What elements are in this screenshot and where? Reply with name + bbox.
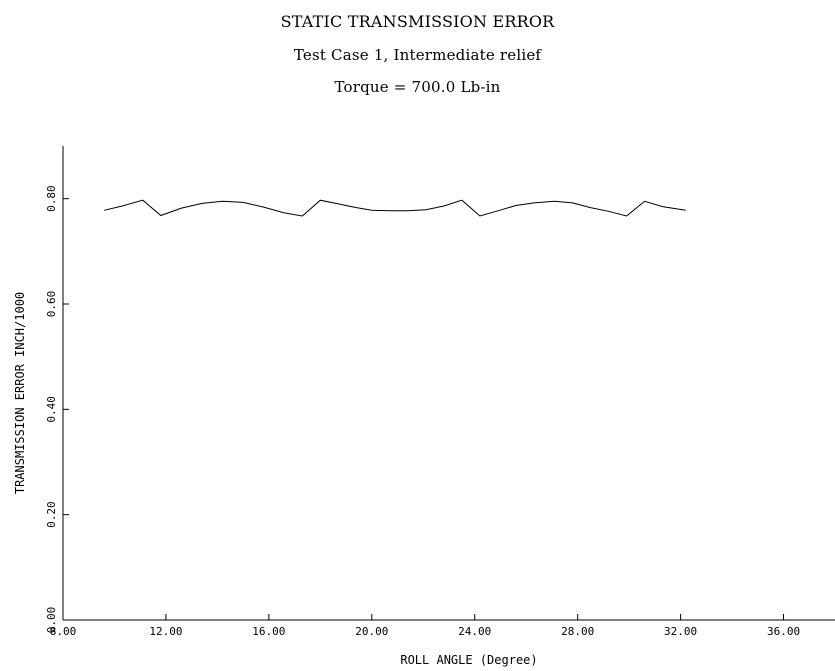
x-ticks-group: 8.00 12.00 16.00 20.00 24.00 28.00 32.00 36.00 (50, 614, 800, 638)
chart-subtitle-torque: Torque = 700.0 Lb-in (334, 78, 501, 96)
x-tick-label: 28.00 (561, 625, 594, 638)
x-tick-label: 12.00 (149, 625, 182, 638)
y-tick-label: 0.20 (45, 501, 58, 528)
x-tick-label: 36.00 (767, 625, 800, 638)
x-tick-label: 24.00 (458, 625, 491, 638)
y-tick-label: 0.00 (45, 607, 58, 634)
x-tick-label: 32.00 (664, 625, 697, 638)
chart-title: STATIC TRANSMISSION ERROR (280, 12, 555, 31)
x-tick-label: 20.00 (355, 625, 388, 638)
series-group (104, 199, 686, 217)
x-tick-label: 8.00 (50, 625, 77, 638)
series-line (104, 199, 686, 217)
axes-group (62, 146, 835, 621)
y-tick-label: 0.60 (45, 291, 58, 318)
x-axis-label: ROLL ANGLE (Degree) (400, 653, 537, 667)
y-tick-label: 0.80 (45, 185, 58, 212)
x-tick-label: 16.00 (252, 625, 285, 638)
y-axis-label: TRANSMISSION ERROR INCH/1000 (13, 292, 27, 494)
y-ticks-group: 0.00 0.20 0.40 0.60 0.80 (45, 185, 69, 633)
chart-subtitle: Test Case 1, Intermediate relief (293, 46, 542, 64)
y-tick-label: 0.40 (45, 396, 58, 423)
